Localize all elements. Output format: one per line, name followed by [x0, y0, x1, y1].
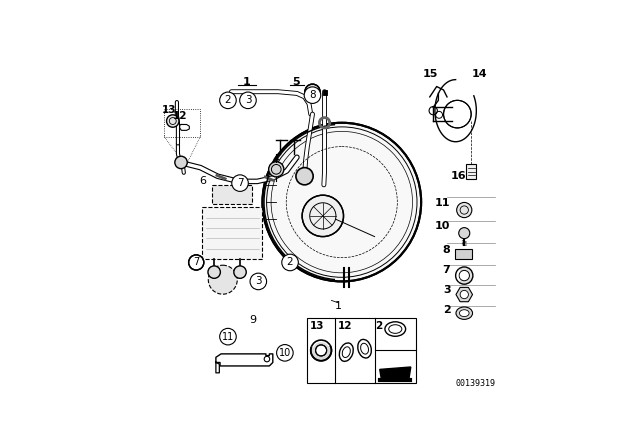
Circle shape	[305, 84, 320, 99]
Circle shape	[250, 273, 267, 290]
Ellipse shape	[456, 307, 472, 319]
Text: 2: 2	[287, 258, 293, 267]
Text: 4: 4	[273, 154, 280, 164]
Bar	[164, 109, 200, 137]
Text: 12: 12	[173, 111, 188, 121]
Text: 10: 10	[279, 348, 291, 358]
Text: 2: 2	[225, 95, 231, 105]
Circle shape	[302, 195, 344, 237]
Circle shape	[166, 115, 179, 127]
Text: 11: 11	[222, 332, 234, 342]
Circle shape	[269, 162, 284, 177]
Text: 10: 10	[435, 221, 451, 231]
Text: 7: 7	[443, 265, 451, 276]
Text: 6: 6	[199, 176, 206, 186]
Circle shape	[296, 168, 313, 185]
Circle shape	[457, 202, 472, 218]
Ellipse shape	[460, 310, 469, 317]
Text: 9: 9	[249, 315, 257, 325]
Circle shape	[461, 252, 467, 258]
Text: 13: 13	[310, 321, 324, 331]
Circle shape	[459, 271, 469, 281]
Bar	[212, 185, 252, 204]
Text: 2: 2	[443, 305, 451, 315]
Circle shape	[220, 328, 236, 345]
Text: 3: 3	[255, 276, 262, 286]
Polygon shape	[380, 367, 411, 380]
Circle shape	[304, 87, 321, 103]
Text: 3: 3	[244, 95, 252, 105]
Text: 12: 12	[338, 321, 352, 331]
Text: 13: 13	[161, 105, 176, 115]
Circle shape	[232, 175, 248, 191]
Text: 16: 16	[451, 171, 466, 181]
Text: 3: 3	[443, 285, 451, 295]
Circle shape	[444, 100, 471, 128]
Circle shape	[282, 254, 298, 271]
Circle shape	[234, 266, 246, 278]
Circle shape	[316, 345, 326, 356]
Text: 11: 11	[435, 198, 451, 208]
Circle shape	[459, 228, 470, 239]
Text: 8: 8	[443, 245, 451, 255]
Circle shape	[456, 267, 473, 284]
Text: 1: 1	[335, 301, 342, 310]
Text: 1: 1	[243, 77, 251, 87]
Text: 7: 7	[237, 178, 243, 188]
Bar	[307, 318, 416, 383]
Circle shape	[208, 266, 220, 278]
Text: 14: 14	[471, 69, 487, 79]
Circle shape	[240, 92, 256, 108]
Bar	[202, 207, 262, 259]
Text: 5: 5	[292, 77, 300, 87]
Circle shape	[220, 92, 236, 108]
Circle shape	[262, 123, 421, 281]
Circle shape	[175, 156, 188, 168]
Circle shape	[276, 345, 293, 361]
Circle shape	[208, 265, 237, 294]
Text: 7: 7	[193, 258, 199, 267]
Bar	[466, 164, 476, 179]
Text: 8: 8	[309, 90, 316, 100]
Circle shape	[311, 340, 332, 361]
Circle shape	[460, 290, 468, 299]
Circle shape	[189, 255, 204, 270]
Text: 15: 15	[423, 69, 438, 79]
Text: 00139319: 00139319	[455, 379, 495, 388]
Bar	[455, 249, 472, 259]
Text: 2: 2	[375, 321, 383, 331]
